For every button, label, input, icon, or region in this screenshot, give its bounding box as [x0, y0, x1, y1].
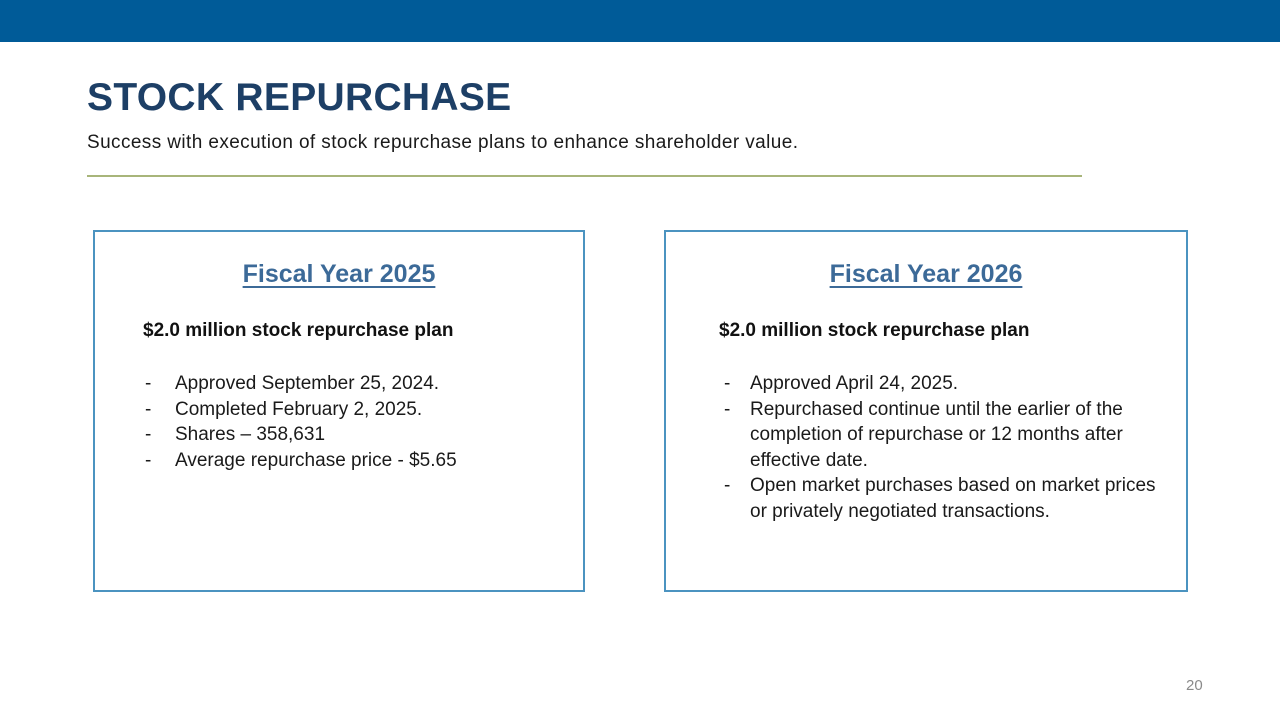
- bullet-dash: -: [145, 398, 152, 420]
- bullet-text: Shares – 358,631: [175, 424, 326, 446]
- bullet-text: Approved September 25, 2024.: [175, 373, 440, 394]
- top-bar: [0, 0, 1280, 42]
- list-item: - Completed February 2, 2025.: [145, 397, 565, 423]
- bullet-dash: -: [145, 424, 152, 446]
- list-item: - Open market purchases based on market p…: [724, 473, 1174, 524]
- list-item: - Approved April 24, 2025.: [724, 371, 1174, 397]
- bullet-text: Completed February 2, 2025.: [175, 398, 423, 420]
- page-number: 20: [1186, 677, 1203, 694]
- bullet-dash: -: [724, 398, 731, 420]
- fy2026-heading: Fiscal Year 2026: [829, 260, 1023, 288]
- list-item: - Approved September 25, 2024.: [145, 371, 565, 397]
- list-item: - Average repurchase price - $5.65: [145, 448, 565, 474]
- slide-subtitle: Success with execution of stock repurcha…: [87, 132, 799, 153]
- bullet-text: Open market purchases based on market pr…: [750, 475, 1156, 522]
- list-item: - Repurchased continue until the earlier …: [724, 397, 1174, 474]
- list-item: - Shares – 358,631: [145, 422, 565, 448]
- bullet-dash: -: [724, 373, 731, 394]
- fy2025-card: Fiscal Year 2025 $2.0 million stock repu…: [93, 230, 585, 592]
- bullet-text: Repurchased continue until the earlier o…: [750, 398, 1123, 471]
- bullet-dash: -: [145, 373, 152, 394]
- bullet-text: Average repurchase price - $5.65: [175, 449, 457, 471]
- fy2025-plan: $2.0 million stock repurchase plan: [143, 320, 454, 341]
- fy2025-heading: Fiscal Year 2025: [242, 260, 436, 288]
- slide-title: STOCK REPURCHASE: [87, 76, 512, 119]
- bullet-dash: -: [724, 475, 731, 497]
- fy2026-plan: $2.0 million stock repurchase plan: [719, 320, 1030, 341]
- title-divider: [87, 175, 1082, 177]
- fy2026-bullet-list: - Approved April 24, 2025. - Repurchased c…: [724, 371, 1174, 525]
- bullet-dash: -: [145, 449, 152, 471]
- fy2026-card: Fiscal Year 2026 $2.0 million stock repu…: [664, 230, 1188, 592]
- bullet-text: Approved April 24, 2025.: [750, 373, 959, 394]
- fy2025-bullet-list: - Approved September 25, 2024. - Completed…: [145, 371, 565, 473]
